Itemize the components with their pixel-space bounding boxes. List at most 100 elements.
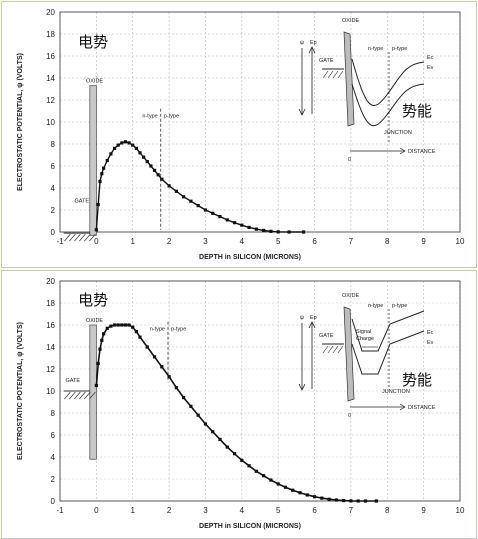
gate-hatch xyxy=(79,391,86,400)
inset-ev-label: Ev xyxy=(427,340,434,346)
data-point xyxy=(189,404,193,408)
inset-gate-hatch xyxy=(332,70,339,79)
data-point xyxy=(156,173,160,177)
data-point xyxy=(142,155,146,159)
data-point xyxy=(189,199,193,203)
chart-panel-top: 0 2 4 6 8 10 12 14 16 18 20 -1 0 1 2 3 4 5 6 7 8 9 10 DEPTH in … xyxy=(1,1,477,268)
data-point xyxy=(174,386,178,390)
x-tick-label: 9 xyxy=(421,237,426,246)
data-point xyxy=(269,478,273,482)
x-tick-label: 6 xyxy=(312,237,317,246)
data-point xyxy=(116,143,120,147)
y-tick-label: 20 xyxy=(46,8,55,17)
chinese-label-potential: 电势 xyxy=(78,33,108,51)
chinese-label-energy: 势能 xyxy=(402,371,432,389)
data-point xyxy=(182,195,186,199)
x-axis-label: DEPTH in SILICON (MICRONS) xyxy=(199,523,301,530)
data-point xyxy=(374,499,378,503)
data-point xyxy=(247,464,251,468)
oxide-label: OXIDE xyxy=(86,79,103,85)
inset-gate-label: GATE xyxy=(319,58,334,64)
x-tick-label: 8 xyxy=(385,237,390,246)
data-point xyxy=(105,158,109,163)
x-tick-label: 0 xyxy=(94,506,99,515)
x-tick-label: 3 xyxy=(203,506,208,515)
data-point xyxy=(131,143,135,147)
data-point xyxy=(225,218,229,222)
plot-frame xyxy=(59,280,461,502)
data-point xyxy=(298,491,302,495)
inset-ep-label: Ep xyxy=(310,315,317,321)
x-tick-label: 9 xyxy=(421,506,426,515)
y-tick-label: 18 xyxy=(46,299,55,308)
y-tick-label: 0 xyxy=(51,497,56,506)
data-point xyxy=(167,184,171,188)
x-tick-label: 6 xyxy=(312,506,317,515)
y-tick-label: 12 xyxy=(46,96,55,105)
y-tick-label: 2 xyxy=(51,475,56,484)
gate-hatch xyxy=(74,233,81,242)
data-point xyxy=(127,323,131,327)
oxide-label: OXIDE xyxy=(86,318,103,324)
plot-frame xyxy=(59,11,461,233)
inset-gate-hatch xyxy=(322,345,329,354)
y-tick-label: 14 xyxy=(46,343,55,352)
chart-panel-bottom: 0 2 4 6 8 10 12 14 16 18 20 -1 0 1 2 3 4 5 6 7 8 9 10 DEPTH in … xyxy=(1,270,477,539)
x-tick-label: 0 xyxy=(94,237,99,246)
inset-oxide-label: OXIDE xyxy=(342,293,359,299)
data-point xyxy=(254,227,258,231)
data-point xyxy=(112,146,117,150)
inset-distance-label: DISTANCE xyxy=(408,405,436,411)
inset-gate-hatch xyxy=(322,70,329,79)
x-tick-label: 5 xyxy=(276,506,281,515)
inset-distance-arrowhead xyxy=(399,147,406,155)
inset-zero-label: 0 xyxy=(348,413,351,419)
oxide-bar xyxy=(89,85,97,236)
inset-zero-label: 0 xyxy=(348,157,351,163)
data-point xyxy=(334,498,338,502)
gate-hatch xyxy=(69,233,76,242)
x-tick-label: 10 xyxy=(456,506,465,515)
data-point xyxy=(182,396,186,400)
data-point xyxy=(203,422,208,426)
data-point xyxy=(327,497,331,501)
data-point xyxy=(211,430,215,434)
y-tick-label: 14 xyxy=(46,74,55,83)
y-tick-label: 16 xyxy=(46,52,55,61)
data-point xyxy=(123,323,128,327)
data-point xyxy=(240,223,244,227)
data-point xyxy=(96,361,100,366)
data-point xyxy=(196,204,200,208)
inset-gate-hatch xyxy=(337,345,344,354)
data-point xyxy=(363,499,368,503)
inset-ev-band xyxy=(351,83,425,127)
data-point xyxy=(342,498,346,503)
gate-hatch xyxy=(89,391,96,400)
data-point xyxy=(149,164,153,168)
y-tick-label: 4 xyxy=(51,184,56,193)
data-point xyxy=(131,325,135,329)
gate-hatch xyxy=(84,233,91,242)
data-point xyxy=(116,323,120,327)
data-point xyxy=(269,229,273,233)
data-point xyxy=(94,228,98,232)
inset-psi-label: ψ xyxy=(300,315,304,321)
x-tick-label: 1 xyxy=(131,237,136,246)
y-tick-label: 8 xyxy=(51,409,56,418)
data-point xyxy=(276,482,280,486)
data-point xyxy=(254,469,258,473)
gate-hatch xyxy=(89,233,96,242)
data-point xyxy=(96,202,100,207)
data-point xyxy=(232,221,237,225)
y-axis-label: ELECTROSTATIC POTENTIAL, ψ (VOLTS) xyxy=(17,53,24,191)
data-point xyxy=(262,228,266,233)
band-diagram-inset: ψ Ep GATE OXIDE Ec Ev n-type p-type JUNCTION DIST… xyxy=(298,18,436,163)
x-tick-label: 8 xyxy=(385,506,390,515)
inset-ec-label: Ec xyxy=(427,330,434,336)
data-point xyxy=(145,345,149,349)
gate-hatch xyxy=(64,233,71,242)
data-point xyxy=(102,332,106,336)
y-tick-label: 12 xyxy=(46,365,55,374)
data-point xyxy=(100,172,104,176)
